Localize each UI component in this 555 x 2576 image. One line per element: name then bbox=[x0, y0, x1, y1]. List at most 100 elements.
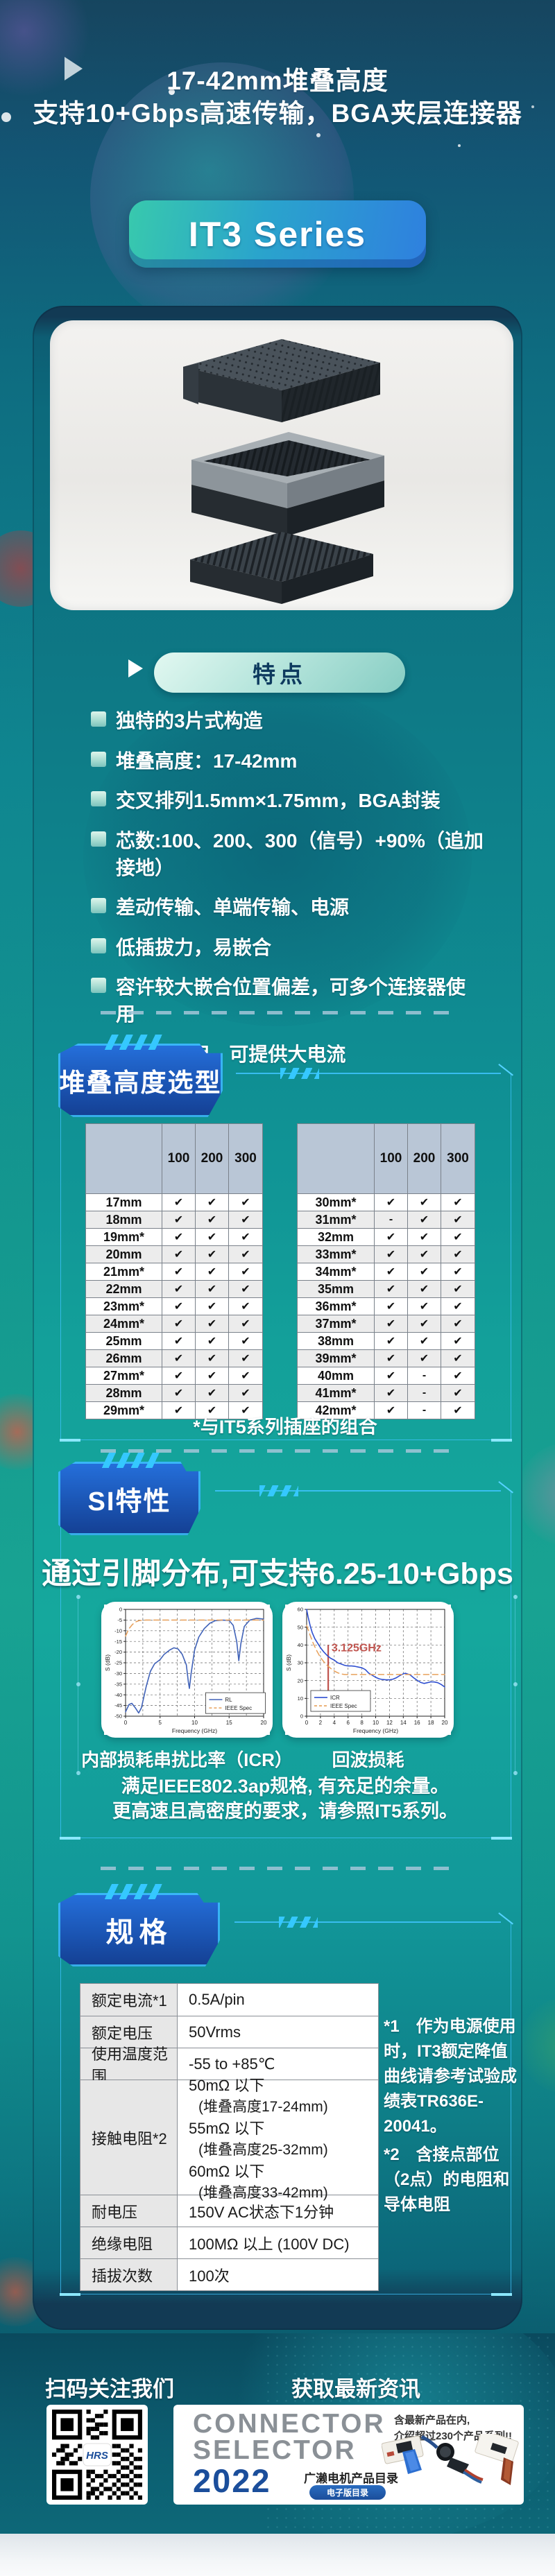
table-cell: ✔ bbox=[408, 1298, 441, 1315]
table-cell: 22mm bbox=[86, 1281, 162, 1298]
table-cell: ✔ bbox=[196, 1385, 229, 1402]
table-cell: 35mm bbox=[298, 1281, 375, 1298]
table-cell: ✔ bbox=[375, 1385, 408, 1402]
features-heading-label: 特点 bbox=[253, 662, 307, 687]
si-section-badge: SI特性 bbox=[58, 1462, 200, 1535]
ebook-button[interactable]: 电子版目录 bbox=[309, 2485, 386, 2500]
spec-section-frame bbox=[60, 1912, 513, 2296]
svg-text:10: 10 bbox=[373, 1720, 379, 1726]
table-cell: 300 bbox=[441, 1124, 475, 1194]
feature-text: 堆叠高度：17-42mm bbox=[116, 750, 298, 772]
table-cell: 27mm* bbox=[86, 1367, 162, 1385]
spec-label: 使用温度范围 bbox=[80, 2046, 178, 2085]
table-cell: ✔ bbox=[441, 1281, 475, 1298]
spec-table: 额定电流*1 0.5A/pin 额定电压 50Vrms 使用温度范围 -55 to +85… bbox=[80, 1983, 379, 2291]
table-cell: ✔ bbox=[408, 1246, 441, 1263]
stack-section-title: 堆叠高度选型 bbox=[59, 1069, 222, 1097]
table-cell: 21mm* bbox=[86, 1263, 162, 1281]
table-cell: ✔ bbox=[229, 1350, 263, 1367]
table-cell: 42mm* bbox=[298, 1402, 375, 1419]
connector-selector-banner[interactable]: CONNECTOR SELECTOR 2022 广濑电机产品目录 电子版目录 含… bbox=[173, 2405, 524, 2505]
table-cell: ✔ bbox=[162, 1315, 196, 1333]
svg-text:-10: -10 bbox=[114, 1627, 122, 1634]
table-cell: ✔ bbox=[196, 1298, 229, 1315]
table-cell: ✔ bbox=[375, 1194, 408, 1211]
table-cell: ✔ bbox=[162, 1263, 196, 1281]
table-cell: 18mm bbox=[86, 1211, 162, 1229]
svg-text:HRS: HRS bbox=[86, 2450, 108, 2462]
table-cell: 31mm* bbox=[298, 1211, 375, 1229]
svg-text:0: 0 bbox=[124, 1720, 128, 1726]
table-cell: ✔ bbox=[196, 1333, 229, 1350]
decor-dot-white-4 bbox=[458, 144, 461, 147]
feature-bullet-icon bbox=[91, 978, 106, 994]
table-cell: ✔ bbox=[162, 1229, 196, 1246]
feature-item: 堆叠高度：17-42mm bbox=[91, 748, 484, 775]
table-cell: ✔ bbox=[441, 1263, 475, 1281]
section-divider-1 bbox=[101, 1011, 456, 1014]
feature-item: 交叉排列1.5mm×1.75mm，BGA封装 bbox=[91, 788, 484, 815]
si-badge-stripes-icon bbox=[101, 1453, 161, 1468]
table-cell bbox=[298, 1124, 375, 1194]
si-headline: 通过引脚分布,可支持6.25-10+Gbps bbox=[42, 1557, 513, 1591]
spec-value: 100MΩ 以上 (100V DC) bbox=[178, 2227, 379, 2259]
series-banner-label: IT3 Series bbox=[188, 214, 367, 254]
spec-label: 耐电压 bbox=[80, 2195, 178, 2227]
table-cell: - bbox=[408, 1385, 441, 1402]
table-cell: ✔ bbox=[441, 1367, 475, 1385]
spec-value: 50Vrms bbox=[178, 2016, 379, 2048]
table-cell: ✔ bbox=[229, 1263, 263, 1281]
table-cell: ✔ bbox=[196, 1281, 229, 1298]
table-cell: ✔ bbox=[408, 1211, 441, 1229]
table-cell: ✔ bbox=[375, 1402, 408, 1419]
table-cell: ✔ bbox=[162, 1385, 196, 1402]
qr-section-title: 扫码关注我们 bbox=[45, 2377, 174, 2401]
table-cell: ✔ bbox=[441, 1350, 475, 1367]
table-cell: ✔ bbox=[408, 1350, 441, 1367]
spec-value: 50mΩ 以下 (堆叠高度17-24mm) 55mΩ 以下 (堆叠高度25-32mm)… bbox=[178, 2077, 379, 2201]
spec-value: 150V AC状态下1分钟 bbox=[178, 2195, 379, 2227]
connector-product-image bbox=[183, 339, 384, 604]
svg-text:-35: -35 bbox=[114, 1681, 122, 1687]
feature-text: 低插拔力，易嵌合 bbox=[116, 936, 272, 958]
svg-text:30: 30 bbox=[298, 1660, 303, 1666]
svg-text:5: 5 bbox=[159, 1720, 162, 1726]
feature-bullet-icon bbox=[91, 711, 106, 727]
spec-label: 额定电压 bbox=[80, 2016, 178, 2048]
feature-bullet-icon bbox=[91, 751, 106, 767]
table-cell: ✔ bbox=[229, 1367, 263, 1385]
svg-text:3.125GHz: 3.125GHz bbox=[332, 1642, 382, 1654]
spec-value: 100次 bbox=[178, 2259, 379, 2291]
features-glow bbox=[83, 686, 472, 1026]
qr-code-panel: HRS bbox=[46, 2405, 148, 2505]
spec-label: 额定电流*1 bbox=[80, 1984, 178, 2016]
svg-text:-20: -20 bbox=[114, 1649, 122, 1655]
table-cell: ✔ bbox=[441, 1385, 475, 1402]
svg-text:14: 14 bbox=[400, 1720, 407, 1726]
svg-text:RL: RL bbox=[225, 1697, 232, 1703]
spec-section-title: 规格 bbox=[105, 1917, 173, 1948]
svg-text:12: 12 bbox=[386, 1720, 393, 1726]
icr-chart-caption: 内部损耗串扰比率（ICR） bbox=[81, 1749, 293, 1770]
table-cell: ✔ bbox=[196, 1229, 229, 1246]
table-cell bbox=[86, 1124, 162, 1194]
table-cell: ✔ bbox=[441, 1315, 475, 1333]
photo-card-connector bbox=[475, 2434, 519, 2485]
svg-text:-30: -30 bbox=[114, 1670, 122, 1677]
table-cell: - bbox=[375, 1211, 408, 1229]
photo-circular-connector bbox=[420, 2435, 484, 2484]
ebook-button-label: 电子版目录 bbox=[326, 2488, 368, 2498]
table-cell: 20mm bbox=[86, 1246, 162, 1263]
section-divider-3 bbox=[101, 1867, 456, 1870]
table-cell: ✔ bbox=[375, 1350, 408, 1367]
svg-text:2: 2 bbox=[319, 1720, 323, 1726]
feature-text: 交叉排列1.5mm×1.75mm，BGA封装 bbox=[116, 790, 441, 812]
table-cell: - bbox=[408, 1402, 441, 1419]
table-cell: ✔ bbox=[408, 1315, 441, 1333]
table-cell: ✔ bbox=[441, 1194, 475, 1211]
svg-text:-50: -50 bbox=[114, 1713, 122, 1720]
svg-text:-25: -25 bbox=[114, 1660, 122, 1666]
play-triangle-icon bbox=[65, 57, 83, 80]
si-section-frame bbox=[60, 1480, 513, 1840]
table-cell: 300 bbox=[229, 1124, 263, 1194]
